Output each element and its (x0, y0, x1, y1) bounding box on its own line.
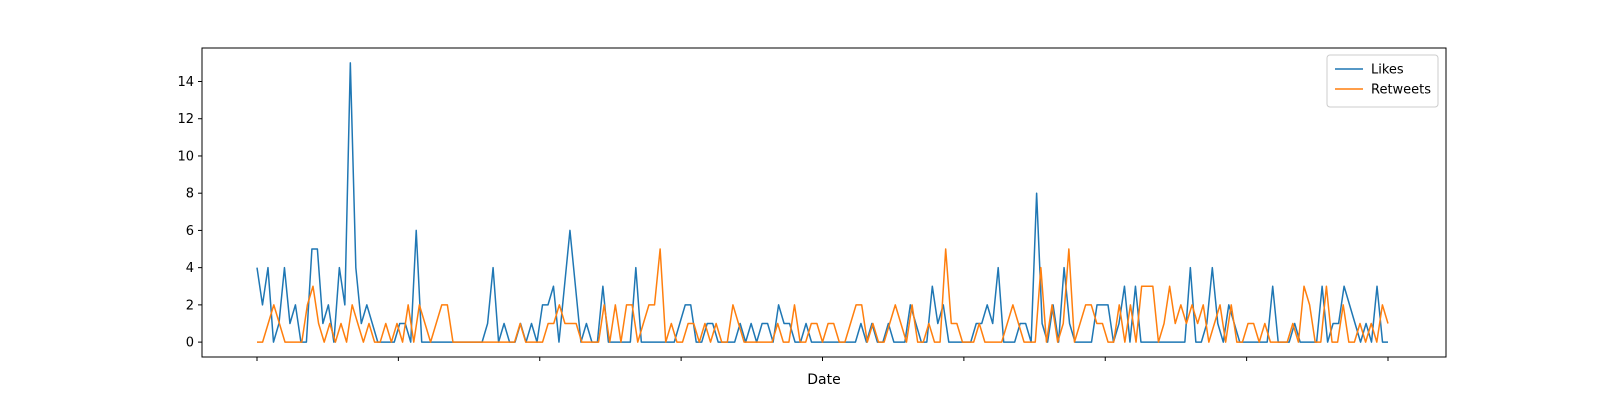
series-line-retweets (257, 248, 1389, 343)
y-tick-label: 6 (186, 224, 194, 239)
y-tick-label: 14 (177, 75, 194, 90)
y-tick-label: 2 (186, 298, 194, 313)
y-tick-label: 12 (177, 112, 194, 127)
y-axis-ticks: 0 2 4 6 8 10 12 14 (177, 75, 202, 351)
y-tick-label: 10 (177, 149, 194, 164)
legend-label-likes: Likes (1371, 63, 1404, 78)
legend-label-retweets: Retweets (1371, 83, 1431, 98)
y-tick-label: 0 (186, 336, 194, 351)
plot-frame (201, 47, 1447, 358)
series-layer (256, 62, 1389, 343)
x-axis-ticks (256, 357, 1389, 361)
legend: Likes Retweets (1326, 54, 1439, 108)
y-tick-label: 4 (186, 261, 194, 276)
legend-box (1326, 54, 1439, 108)
y-tick-label: 8 (186, 187, 194, 202)
x-axis-label: Date (807, 372, 840, 388)
